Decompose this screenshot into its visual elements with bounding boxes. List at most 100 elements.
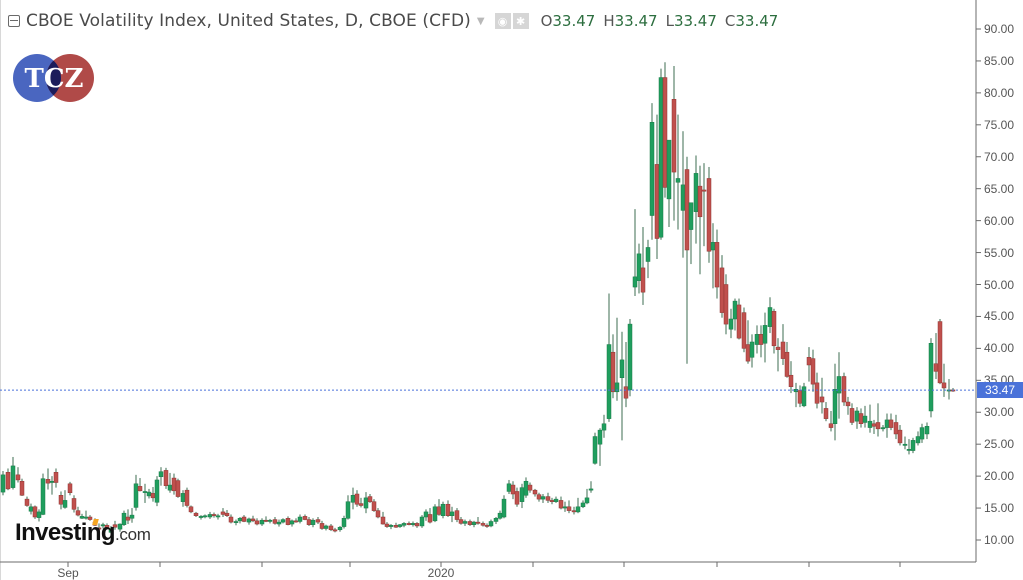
candle-down[interactable] (933, 363, 939, 372)
candle-down[interactable] (871, 423, 877, 427)
candle-up[interactable] (523, 480, 529, 496)
candle-up[interactable] (198, 516, 204, 518)
candle-down[interactable] (819, 396, 825, 403)
candle-down[interactable] (780, 341, 786, 359)
candle-up[interactable] (854, 410, 860, 422)
candle-up[interactable] (906, 449, 912, 451)
candle-down[interactable] (706, 178, 712, 252)
candle-down[interactable] (458, 519, 464, 524)
candle-up[interactable] (497, 512, 503, 519)
candle-up[interactable] (749, 341, 755, 358)
candle-up[interactable] (432, 506, 438, 522)
candle-up[interactable] (675, 178, 681, 183)
candle-down[interactable] (527, 484, 533, 491)
candle-up[interactable] (519, 487, 525, 502)
candle-up[interactable] (562, 506, 568, 509)
candle-down[interactable] (220, 511, 226, 515)
candle-down[interactable] (211, 514, 217, 516)
candle-up[interactable] (867, 420, 873, 428)
candle-down[interactable] (814, 382, 820, 404)
candle-up[interactable] (754, 334, 760, 345)
candle-up[interactable] (108, 528, 114, 533)
candle-up[interactable] (449, 511, 455, 516)
candle-up[interactable] (158, 471, 164, 478)
candle-down[interactable] (841, 376, 847, 403)
candle-down[interactable] (272, 519, 278, 524)
candle-down[interactable] (897, 429, 903, 444)
candle-down[interactable] (87, 516, 93, 520)
candle-up[interactable] (836, 376, 842, 394)
candle-up[interactable] (363, 497, 369, 509)
candle-up[interactable] (180, 493, 186, 502)
candle-up[interactable] (693, 173, 699, 212)
collapse-icon[interactable] (8, 15, 20, 27)
candle-up[interactable] (276, 521, 282, 525)
candle-up[interactable] (710, 242, 716, 251)
candle-up[interactable] (910, 440, 916, 451)
candle-up[interactable] (423, 511, 429, 518)
candle-down[interactable] (549, 500, 555, 502)
candle-down[interactable] (414, 523, 420, 527)
candle-up[interactable] (762, 325, 768, 344)
candle-up[interactable] (924, 426, 930, 435)
candle-up[interactable] (575, 506, 581, 513)
candle-down[interactable] (845, 401, 851, 407)
candle-up[interactable] (488, 521, 494, 527)
candle-down[interactable] (849, 408, 855, 423)
candle-down[interactable] (640, 267, 646, 293)
chart-title[interactable]: CBOE Volatility Index, United States, D,… (26, 11, 471, 31)
candle-down[interactable] (810, 358, 816, 385)
candle-down[interactable] (150, 493, 156, 499)
candle-up[interactable] (588, 488, 594, 491)
candle-down[interactable] (5, 472, 11, 490)
candle-up[interactable] (619, 359, 625, 379)
candle-down[interactable] (445, 503, 451, 516)
candle-down[interactable] (250, 518, 256, 522)
candle-down[interactable] (380, 516, 386, 525)
candle-down[interactable] (654, 164, 660, 239)
candle-up[interactable] (597, 429, 603, 445)
candle-down[interactable] (532, 489, 538, 495)
candle-up[interactable] (801, 386, 807, 407)
candle-down[interactable] (697, 185, 703, 218)
candle-down[interactable] (610, 351, 616, 393)
candle-down[interactable] (332, 529, 338, 532)
candle-down[interactable] (306, 519, 312, 525)
candle-up[interactable] (10, 465, 16, 488)
candle-up[interactable] (289, 520, 295, 525)
candle-down[interactable] (662, 77, 668, 188)
candle-down[interactable] (888, 419, 894, 428)
candle-up[interactable] (902, 443, 908, 446)
candle-up[interactable] (337, 526, 343, 531)
candle-up[interactable] (919, 427, 925, 440)
gear-icon[interactable]: ✱ (512, 13, 529, 29)
candle-down[interactable] (723, 284, 729, 325)
candle-down[interactable] (797, 390, 803, 404)
candle-down[interactable] (315, 519, 321, 523)
candle-down[interactable] (436, 506, 442, 515)
candle-down[interactable] (19, 480, 25, 496)
candle-up[interactable] (62, 500, 68, 508)
candle-up[interactable] (832, 389, 838, 424)
candle-down[interactable] (806, 357, 812, 366)
candle-up[interactable] (658, 77, 664, 238)
candle-down[interactable] (775, 346, 781, 350)
candle-down[interactable] (858, 413, 864, 424)
candle-down[interactable] (745, 344, 751, 362)
candle-down[interactable] (623, 386, 629, 399)
candle-down[interactable] (104, 525, 110, 529)
candle-up[interactable] (493, 518, 499, 522)
candle-down[interactable] (112, 524, 118, 528)
candle-down[interactable] (328, 525, 334, 531)
candle-down[interactable] (67, 483, 73, 493)
candle-down[interactable] (467, 521, 473, 525)
candle-down[interactable] (58, 495, 64, 505)
candle-up[interactable] (649, 122, 655, 216)
candle-down[interactable] (358, 503, 364, 506)
candle-down[interactable] (510, 484, 516, 495)
candle-up[interactable] (397, 524, 403, 527)
candle-up[interactable] (207, 514, 213, 518)
candle-down[interactable] (784, 351, 790, 377)
candle-down[interactable] (188, 506, 194, 513)
